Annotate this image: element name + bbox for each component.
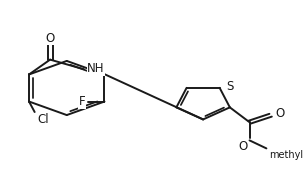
Text: NH: NH — [87, 62, 105, 75]
Text: O: O — [275, 107, 284, 120]
Text: methyl: methyl — [269, 150, 303, 160]
Text: O: O — [46, 32, 55, 45]
Text: F: F — [79, 95, 85, 108]
Text: O: O — [238, 140, 247, 153]
Text: Cl: Cl — [37, 113, 49, 126]
Text: S: S — [226, 80, 233, 93]
